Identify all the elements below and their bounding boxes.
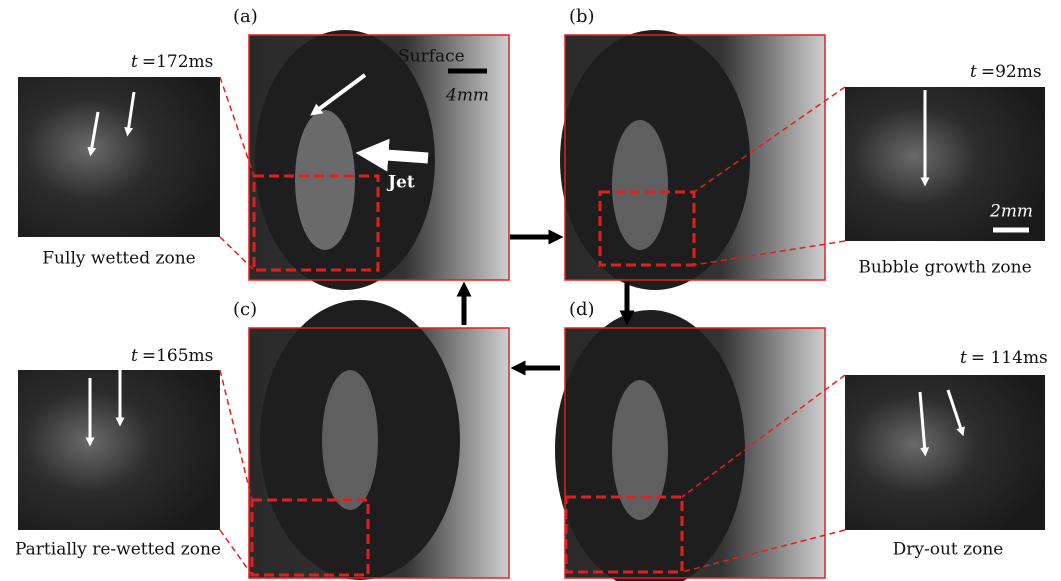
time-symbol: t <box>131 346 138 366</box>
inset-time: t=92ms <box>970 62 1042 82</box>
panel-label: (a) <box>233 6 258 27</box>
panel-a <box>249 30 509 290</box>
time: =172ms <box>142 52 214 72</box>
inset-time: t=172ms <box>131 52 213 72</box>
figure: (a) (b) (c) (d) Surface 4mm Jet 2mm t=17… <box>0 0 1061 581</box>
panel-label: (b) <box>569 6 595 27</box>
scale-label: 4mm <box>445 86 489 106</box>
panel-d <box>555 310 825 581</box>
inset-1 <box>18 77 254 270</box>
time-symbol: t <box>960 348 967 368</box>
time-symbol: t <box>970 62 977 82</box>
time-symbol: t <box>131 52 138 72</box>
inset-scale-label: 2mm <box>989 202 1033 222</box>
surface-label: Surface <box>398 47 465 67</box>
time: =92ms <box>981 62 1042 82</box>
inset-label: Partially re-wetted zone <box>15 540 221 560</box>
time: =165ms <box>142 346 214 366</box>
inset-label: Dry-out zone <box>893 540 1004 560</box>
time: = 114ms <box>971 348 1048 368</box>
panel-label: (d) <box>569 299 595 320</box>
inset-label: Fully wetted zone <box>42 249 195 269</box>
jet-label: Jet <box>386 173 415 193</box>
inset-time: t=165ms <box>131 346 213 366</box>
panel-label: (c) <box>233 299 257 320</box>
inset-time: t= 114ms <box>960 348 1048 368</box>
panel-c <box>249 300 509 580</box>
inset-label: Bubble growth zone <box>858 258 1031 278</box>
